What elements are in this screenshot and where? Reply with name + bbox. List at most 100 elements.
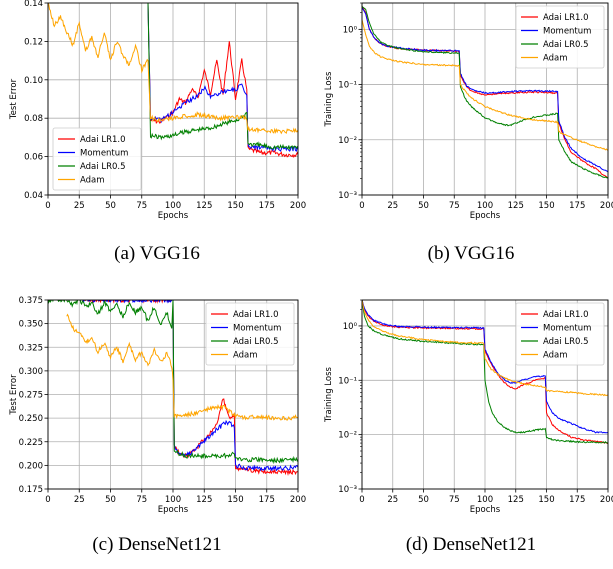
series-line-momentum — [82, 300, 298, 472]
chart-panel-b: 0 25 50 75 100 125 150 175 200 10⁻³ 10⁻² 10⁻¹ 10⁰ Epo… — [324, 2, 613, 221]
series-line-adai-lr1-0 — [362, 300, 608, 445]
y-tick-label: 0.225 — [19, 438, 43, 448]
legend-label-adai-lr1-0: Adai LR1.0 — [543, 13, 589, 23]
y-tick-label: 0.375 — [19, 296, 43, 306]
y-tick-label: 0.175 — [19, 485, 43, 495]
x-tick-label: 150 — [538, 495, 554, 505]
x-tick-label: 175 — [569, 495, 585, 505]
legend-label-adai-lr0-5: Adai LR0.5 — [543, 337, 589, 347]
x-tick-label: 150 — [227, 495, 243, 505]
y-axis-label: Test Error — [9, 374, 19, 416]
x-axis-label: Epochs — [158, 211, 189, 221]
legend-box — [52, 127, 142, 191]
x-tick-label: 0 — [45, 201, 50, 211]
x-tick-label: 200 — [290, 495, 306, 505]
legend-box — [515, 5, 605, 69]
x-tick-label: 125 — [508, 201, 524, 211]
series-line-adam — [362, 300, 608, 397]
y-axis-label: Test Error — [9, 78, 19, 120]
legend-label-momentum: Momentum — [233, 324, 281, 334]
x-tick-label: 100 — [477, 495, 493, 505]
x-tick-label: 150 — [227, 201, 243, 211]
x-tick-label: 50 — [105, 201, 116, 211]
legend: Adai LR1.0 Momentum Adai LR0.5 Adam — [515, 302, 605, 366]
legend-label-adam: Adam — [543, 351, 568, 361]
plot-frame — [47, 2, 299, 196]
x-tick-label: 50 — [418, 201, 429, 211]
x-tick-label: 75 — [449, 201, 460, 211]
legend-label-adai-lr1-0: Adai LR1.0 — [543, 310, 589, 320]
x-tick-label: 25 — [74, 495, 85, 505]
chart-panel-c: 0 25 50 75 100 125 150 175 200 0.175 0.200 0.225 0.2… — [9, 296, 306, 515]
y-tick-label: 10⁰ — [343, 322, 358, 332]
x-tick-label: 100 — [165, 495, 181, 505]
x-tick-label: 125 — [196, 201, 212, 211]
y-tick-label: 10⁻³ — [338, 191, 357, 201]
x-tick-label: 25 — [387, 201, 398, 211]
x-tick-label: 200 — [600, 495, 613, 505]
x-tick-label: 125 — [196, 495, 212, 505]
legend: Adai LR1.0 Momentum Adai LR0.5 Adam — [515, 5, 605, 69]
x-axis-label: Epochs — [470, 211, 501, 221]
y-tick-label: 0.14 — [24, 0, 43, 9]
x-axis-label: Epochs — [470, 505, 501, 515]
x-tick-label: 100 — [477, 201, 493, 211]
legend-label-adai-lr1-0: Adai LR1.0 — [233, 310, 279, 320]
y-tick-label: 0.275 — [19, 391, 43, 401]
x-tick-label: 75 — [449, 495, 460, 505]
series-line-adam — [362, 19, 608, 151]
y-tick-label: 10⁻³ — [338, 485, 357, 495]
caption-c: (c) DenseNet121 — [92, 534, 221, 555]
x-tick-label: 175 — [569, 201, 585, 211]
y-tick-label: 0.08 — [24, 114, 43, 124]
series-line-adam — [48, 3, 298, 135]
chart-panel-a: 0 25 50 75 100 125 150 175 200 0.04 0.06 0.08 0.10 0.… — [9, 0, 306, 221]
legend-label-adai-lr0-5: Adai LR0.5 — [233, 337, 279, 347]
y-tick-label: 0.200 — [19, 461, 43, 471]
y-tick-label: 0.350 — [19, 320, 43, 330]
legend-label-adai-lr0-5: Adai LR0.5 — [80, 162, 126, 172]
legend-label-momentum: Momentum — [543, 27, 591, 37]
legend-label-adam: Adam — [80, 176, 105, 186]
x-tick-label: 175 — [259, 201, 275, 211]
legend-label-adai-lr0-5: Adai LR0.5 — [543, 40, 589, 50]
caption-d: (d) DenseNet121 — [406, 534, 536, 555]
plot-frame — [361, 299, 609, 490]
y-tick-label: 0.12 — [24, 37, 43, 47]
series-line-adai-lr0-5 — [362, 6, 608, 179]
series-line-momentum — [147, 3, 298, 153]
caption-b: (b) VGG16 — [428, 243, 515, 264]
legend-label-adam: Adam — [233, 351, 258, 361]
series-line-adai-lr0-5 — [147, 3, 298, 151]
y-tick-label: 0.300 — [19, 367, 43, 377]
y-tick-label: 0.325 — [19, 343, 43, 353]
x-tick-label: 175 — [259, 495, 275, 505]
y-tick-label: 0.250 — [19, 414, 43, 424]
x-tick-label: 75 — [136, 495, 147, 505]
legend-label-adam: Adam — [543, 54, 568, 64]
x-tick-label: 125 — [508, 495, 524, 505]
legend-label-adai-lr1-0: Adai LR1.0 — [80, 135, 126, 145]
x-tick-label: 50 — [418, 495, 429, 505]
x-tick-label: 25 — [74, 201, 85, 211]
y-tick-label: 0.10 — [24, 76, 43, 86]
legend: Adai LR1.0 Momentum Adai LR0.5 Adam — [205, 302, 295, 366]
legend-box — [515, 302, 605, 366]
series-line-adai-lr0-5 — [48, 300, 298, 465]
chart-panel-d: 0 25 50 75 100 125 150 175 200 10⁻³ 10⁻² 10⁻¹ 10⁰ Epo… — [324, 299, 613, 515]
series-line-adai-lr0-5 — [362, 300, 608, 444]
y-tick-label: 10⁰ — [343, 25, 358, 35]
y-tick-label: 10⁻¹ — [338, 376, 357, 386]
y-axis-label: Training Loss — [324, 366, 334, 422]
x-axis-label: Epochs — [158, 505, 189, 515]
plot-frame — [361, 2, 609, 196]
x-tick-label: 0 — [45, 495, 50, 505]
x-tick-label: 25 — [387, 495, 398, 505]
y-tick-label: 10⁻² — [338, 136, 357, 146]
legend-label-momentum: Momentum — [543, 324, 591, 334]
y-tick-label: 10⁻² — [338, 431, 357, 441]
x-tick-label: 75 — [136, 201, 147, 211]
legend-label-momentum: Momentum — [80, 149, 128, 159]
x-tick-label: 50 — [105, 495, 116, 505]
y-tick-label: 10⁻¹ — [338, 81, 357, 91]
